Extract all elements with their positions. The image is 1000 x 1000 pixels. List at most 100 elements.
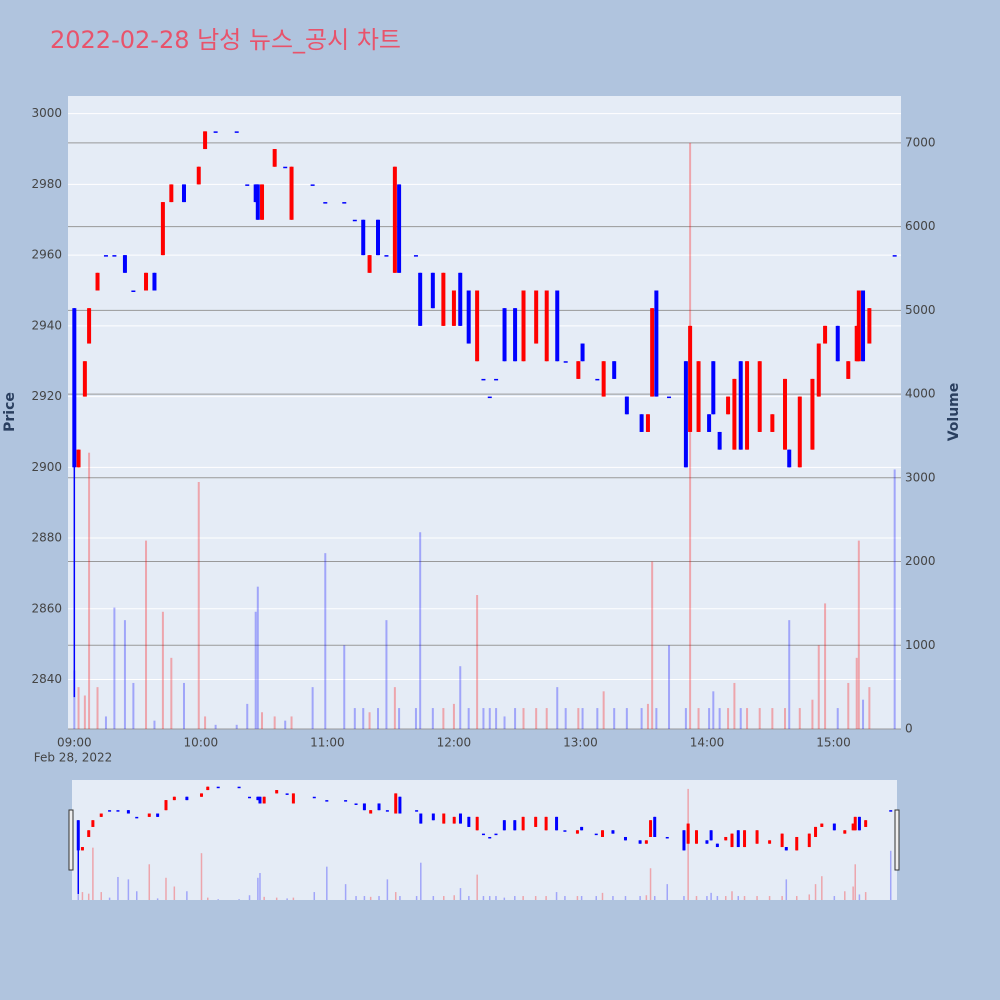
candle-body <box>861 290 866 362</box>
volume-bar <box>290 716 293 729</box>
volume-bar <box>83 695 86 729</box>
candle-body-mini <box>534 816 538 827</box>
volume-bar <box>368 712 371 729</box>
volume-bar-mini <box>612 896 614 900</box>
candle-body <box>513 308 518 362</box>
candle-body <box>810 378 815 450</box>
volume-bar-mini <box>854 864 856 900</box>
candle-body-mini <box>724 836 728 841</box>
volume-bar-mini <box>415 896 418 900</box>
volume-bar-mini <box>695 896 698 900</box>
candle-body <box>72 308 77 468</box>
volume-bar <box>284 720 287 729</box>
volume-bar-mini <box>263 896 265 900</box>
candle-body <box>95 272 100 291</box>
candle-body-mini <box>544 816 548 831</box>
candle-body <box>112 255 117 257</box>
slider-handle[interactable] <box>894 809 900 871</box>
volume-bar <box>476 595 479 729</box>
candle-body <box>494 378 499 381</box>
volume-bar-mini <box>87 893 90 900</box>
volume-bar-mini <box>737 896 740 900</box>
volume-bar <box>452 703 455 729</box>
volume-bar <box>161 611 164 729</box>
volume-bar-mini <box>468 896 470 900</box>
y2-tick-label: 6000 <box>905 219 936 233</box>
volume-bar <box>556 687 559 729</box>
candle-body <box>352 219 357 222</box>
candle-body <box>245 184 250 186</box>
volume-bar-mini <box>207 897 209 900</box>
volume-bar <box>431 708 434 729</box>
volume-bar <box>668 645 671 729</box>
plot-area <box>68 96 901 729</box>
volume-bar <box>784 708 787 729</box>
candle-body-mini <box>705 840 709 844</box>
volume-bar-mini <box>200 853 203 900</box>
candle-body <box>732 378 737 450</box>
candle-body <box>738 361 743 450</box>
volume-bar-mini <box>580 896 583 900</box>
volume-bar <box>739 708 742 729</box>
volume-bar <box>73 670 76 729</box>
volume-bar-mini <box>514 896 516 900</box>
volume-bar <box>514 708 517 729</box>
candle-body-mini <box>682 830 686 851</box>
candle-body <box>87 308 92 344</box>
slider-handle[interactable] <box>68 809 74 871</box>
volume-bar-mini <box>858 894 861 900</box>
volume-bar <box>123 620 126 729</box>
candle-body-mini <box>814 826 818 837</box>
volume-bar-mini <box>534 896 537 900</box>
volume-bar-mini <box>326 866 328 900</box>
volume-bar-mini <box>399 896 401 900</box>
volume-bar <box>377 708 380 729</box>
volume-bar-mini <box>77 888 80 900</box>
volume-bar <box>708 708 711 729</box>
volume-bar-mini <box>503 897 506 900</box>
candle-body-mini <box>256 796 260 801</box>
candle-body-mini <box>481 833 485 836</box>
volume-bar <box>771 708 774 729</box>
candle-body-mini <box>795 836 799 851</box>
volume-bar <box>197 481 200 729</box>
volume-bar-mini <box>238 899 240 900</box>
y-axis-title: Price <box>2 392 18 432</box>
candle-body <box>487 396 492 399</box>
volume-bar <box>385 620 388 729</box>
candle-body-mini <box>385 810 389 812</box>
candle-body <box>361 219 366 256</box>
volume-bar <box>153 720 156 729</box>
volume-bar <box>868 687 871 729</box>
volume-bar <box>311 687 314 729</box>
volume-bar-mini <box>576 896 579 900</box>
x-date-label: Feb 28, 2022 <box>34 751 113 765</box>
volume-bar-mini <box>313 892 316 900</box>
volume-bar-mini <box>844 891 846 900</box>
candle-body-mini <box>889 810 893 812</box>
candle-body-mini <box>172 796 176 801</box>
volume-bar-mini <box>482 896 485 900</box>
candle-body-mini <box>857 816 861 831</box>
candle-body <box>441 272 446 326</box>
volume-bar <box>214 724 217 729</box>
volume-bar <box>811 699 814 729</box>
candle-body-mini <box>147 813 151 817</box>
candle-body-mini <box>755 830 759 844</box>
candle-body-mini <box>285 793 289 795</box>
candle-body <box>342 202 347 204</box>
candle-body-mini <box>555 816 559 831</box>
volume-bar-mini <box>394 892 397 900</box>
volume-bar <box>482 708 485 729</box>
x-tick-label: 09:00 <box>57 736 92 750</box>
rangeslider[interactable] <box>72 780 897 900</box>
volume-bar <box>857 540 860 729</box>
candle-body-mini <box>686 823 690 844</box>
candle-body-mini <box>206 786 210 791</box>
volume-bar-mini <box>148 864 151 900</box>
candle-body-mini <box>87 830 91 837</box>
volume-bar <box>655 708 658 729</box>
volume-bar <box>596 708 599 729</box>
